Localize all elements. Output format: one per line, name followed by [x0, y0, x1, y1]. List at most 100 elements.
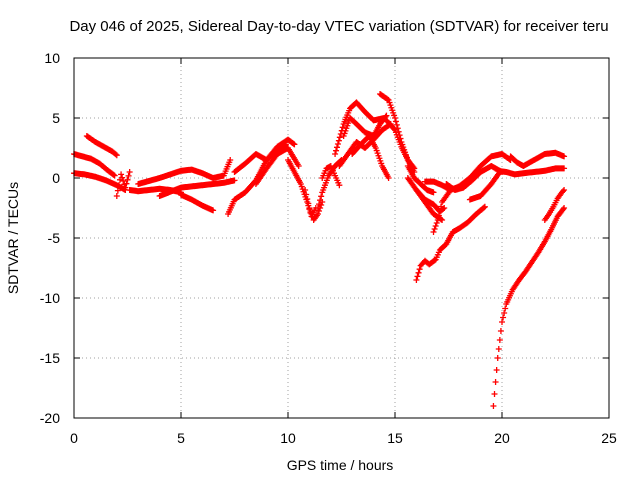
series-s31	[507, 149, 568, 169]
series-s19	[349, 133, 392, 181]
data-point	[113, 193, 120, 199]
series-s11	[252, 145, 302, 187]
data-point	[502, 305, 509, 312]
data-point	[122, 184, 129, 191]
data-point	[393, 121, 400, 128]
y-tick-label: 5	[52, 110, 60, 126]
data-point	[499, 319, 505, 325]
data-point	[316, 208, 323, 214]
data-point	[303, 191, 310, 198]
data-point	[227, 157, 234, 163]
data-point	[493, 367, 500, 373]
y-tick-label: 10	[44, 50, 60, 66]
data-point	[111, 172, 118, 179]
data-point	[333, 144, 340, 151]
data-point	[481, 203, 488, 210]
x-tick-label: 5	[177, 430, 185, 446]
data-point	[123, 180, 130, 187]
data-point	[414, 273, 421, 280]
series-s4	[113, 169, 133, 199]
series-s22	[404, 163, 437, 196]
data-point	[431, 257, 438, 264]
data-point	[492, 379, 499, 385]
data-point	[119, 174, 126, 181]
series-s33	[541, 187, 568, 223]
series-s32	[490, 205, 568, 409]
data-point	[559, 188, 566, 195]
series-s21	[383, 117, 418, 172]
data-point	[561, 165, 568, 172]
series-s30	[494, 165, 568, 178]
data-point	[416, 266, 423, 273]
data-point	[336, 134, 343, 141]
data-point	[480, 204, 487, 211]
y-axis-label: SDTVAR / TECUs	[5, 182, 21, 294]
series-s15	[319, 163, 343, 189]
data-point	[392, 118, 399, 125]
x-tick-label: 25	[601, 430, 617, 446]
data-point	[334, 141, 341, 147]
data-point	[382, 113, 389, 120]
data-point	[295, 163, 302, 169]
data-point	[336, 182, 343, 189]
series-s12	[285, 157, 319, 220]
data-point	[231, 177, 238, 184]
data-point	[560, 206, 567, 213]
data-point	[124, 176, 131, 183]
series-s7	[135, 157, 234, 187]
data-point	[441, 205, 448, 211]
data-point	[114, 187, 121, 194]
data-point	[561, 205, 568, 211]
data-point	[561, 153, 568, 160]
data-point	[561, 187, 568, 193]
data-point	[435, 212, 442, 219]
data-point	[112, 151, 119, 158]
data-points	[71, 91, 568, 409]
x-tick-label: 0	[70, 430, 78, 446]
data-point	[314, 205, 321, 211]
data-point	[433, 220, 440, 226]
data-point	[415, 269, 422, 276]
series-s28	[413, 203, 488, 283]
data-point	[126, 169, 133, 175]
y-tick-label: -10	[40, 290, 60, 306]
data-point	[385, 175, 392, 181]
data-point	[496, 337, 503, 343]
data-point	[392, 115, 398, 121]
data-point	[413, 277, 420, 283]
data-point	[317, 197, 324, 204]
data-point	[438, 203, 445, 210]
data-point	[307, 208, 314, 214]
y-tick-label: -20	[40, 410, 60, 426]
data-point	[491, 391, 498, 397]
data-point	[125, 172, 132, 179]
data-point	[302, 187, 309, 193]
y-tick-label: -5	[48, 230, 61, 246]
data-point	[490, 403, 497, 409]
data-point	[316, 201, 323, 208]
data-point	[335, 137, 342, 144]
data-point	[304, 196, 311, 202]
gridlines	[74, 58, 609, 418]
x-tick-label: 20	[494, 430, 510, 446]
y-tick-label: 0	[52, 170, 60, 186]
axis-ticks: 0 5 10 15 20 25 -20 -15 -10 -5 0 5 10	[40, 50, 617, 446]
x-tick-label: 15	[387, 430, 403, 446]
chart-title: Day 046 of 2025, Sidereal Day-to-day VTE…	[69, 18, 608, 35]
data-point	[494, 355, 501, 361]
data-point	[339, 124, 346, 131]
data-point	[430, 189, 437, 196]
data-point	[500, 314, 507, 321]
data-point	[305, 200, 312, 207]
data-point	[306, 205, 313, 211]
data-point	[497, 328, 504, 334]
x-axis-label: GPS time / hours	[287, 457, 394, 473]
series-s10	[231, 136, 298, 175]
data-point	[391, 125, 398, 132]
data-point	[308, 211, 315, 217]
data-point	[314, 211, 321, 217]
data-point	[384, 96, 391, 103]
data-point	[431, 226, 438, 232]
data-point	[113, 152, 120, 159]
